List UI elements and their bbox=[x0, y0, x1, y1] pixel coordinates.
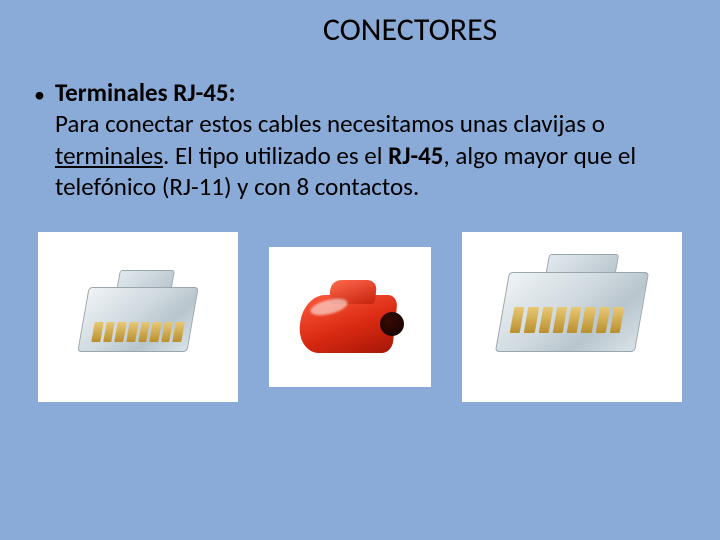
text-segment: . El tipo utilizado es el bbox=[163, 140, 388, 171]
rj45-connector-icon bbox=[63, 262, 213, 372]
bold-term: RJ-45 bbox=[388, 140, 443, 171]
image-rj45-detail bbox=[462, 232, 682, 402]
images-row bbox=[30, 232, 690, 402]
underlined-term: terminales bbox=[55, 140, 163, 171]
bullet-item: • Terminales RJ-45: Para conectar estos … bbox=[30, 77, 690, 202]
bullet-heading: Terminales RJ-45: bbox=[55, 77, 236, 108]
image-rj45-clear bbox=[38, 232, 238, 402]
rj45-connector-detail-icon bbox=[477, 252, 667, 382]
image-rj45-boot bbox=[269, 247, 431, 387]
body-text: Terminales RJ-45: Para conectar estos ca… bbox=[55, 77, 682, 202]
bullet-marker: • bbox=[34, 81, 45, 109]
text-segment: Para conectar estos cables necesitamos u… bbox=[55, 108, 605, 139]
slide: CONECTORES • Terminales RJ-45: Para cone… bbox=[0, 0, 720, 540]
rj45-boot-icon bbox=[290, 270, 410, 365]
page-title: CONECTORES bbox=[130, 10, 690, 49]
